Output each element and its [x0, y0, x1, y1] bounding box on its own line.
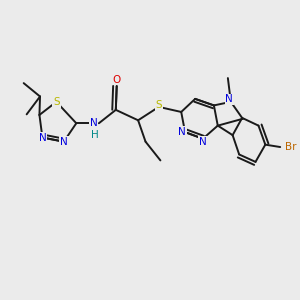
- Text: N: N: [90, 118, 98, 128]
- Text: N: N: [178, 127, 186, 137]
- Text: Br: Br: [285, 142, 296, 152]
- Text: N: N: [226, 94, 233, 104]
- Text: N: N: [60, 137, 68, 147]
- Text: N: N: [199, 137, 207, 147]
- Text: O: O: [112, 75, 121, 85]
- Text: N: N: [38, 133, 46, 142]
- Text: S: S: [53, 97, 60, 107]
- Text: H: H: [91, 130, 99, 140]
- Text: S: S: [156, 100, 162, 110]
